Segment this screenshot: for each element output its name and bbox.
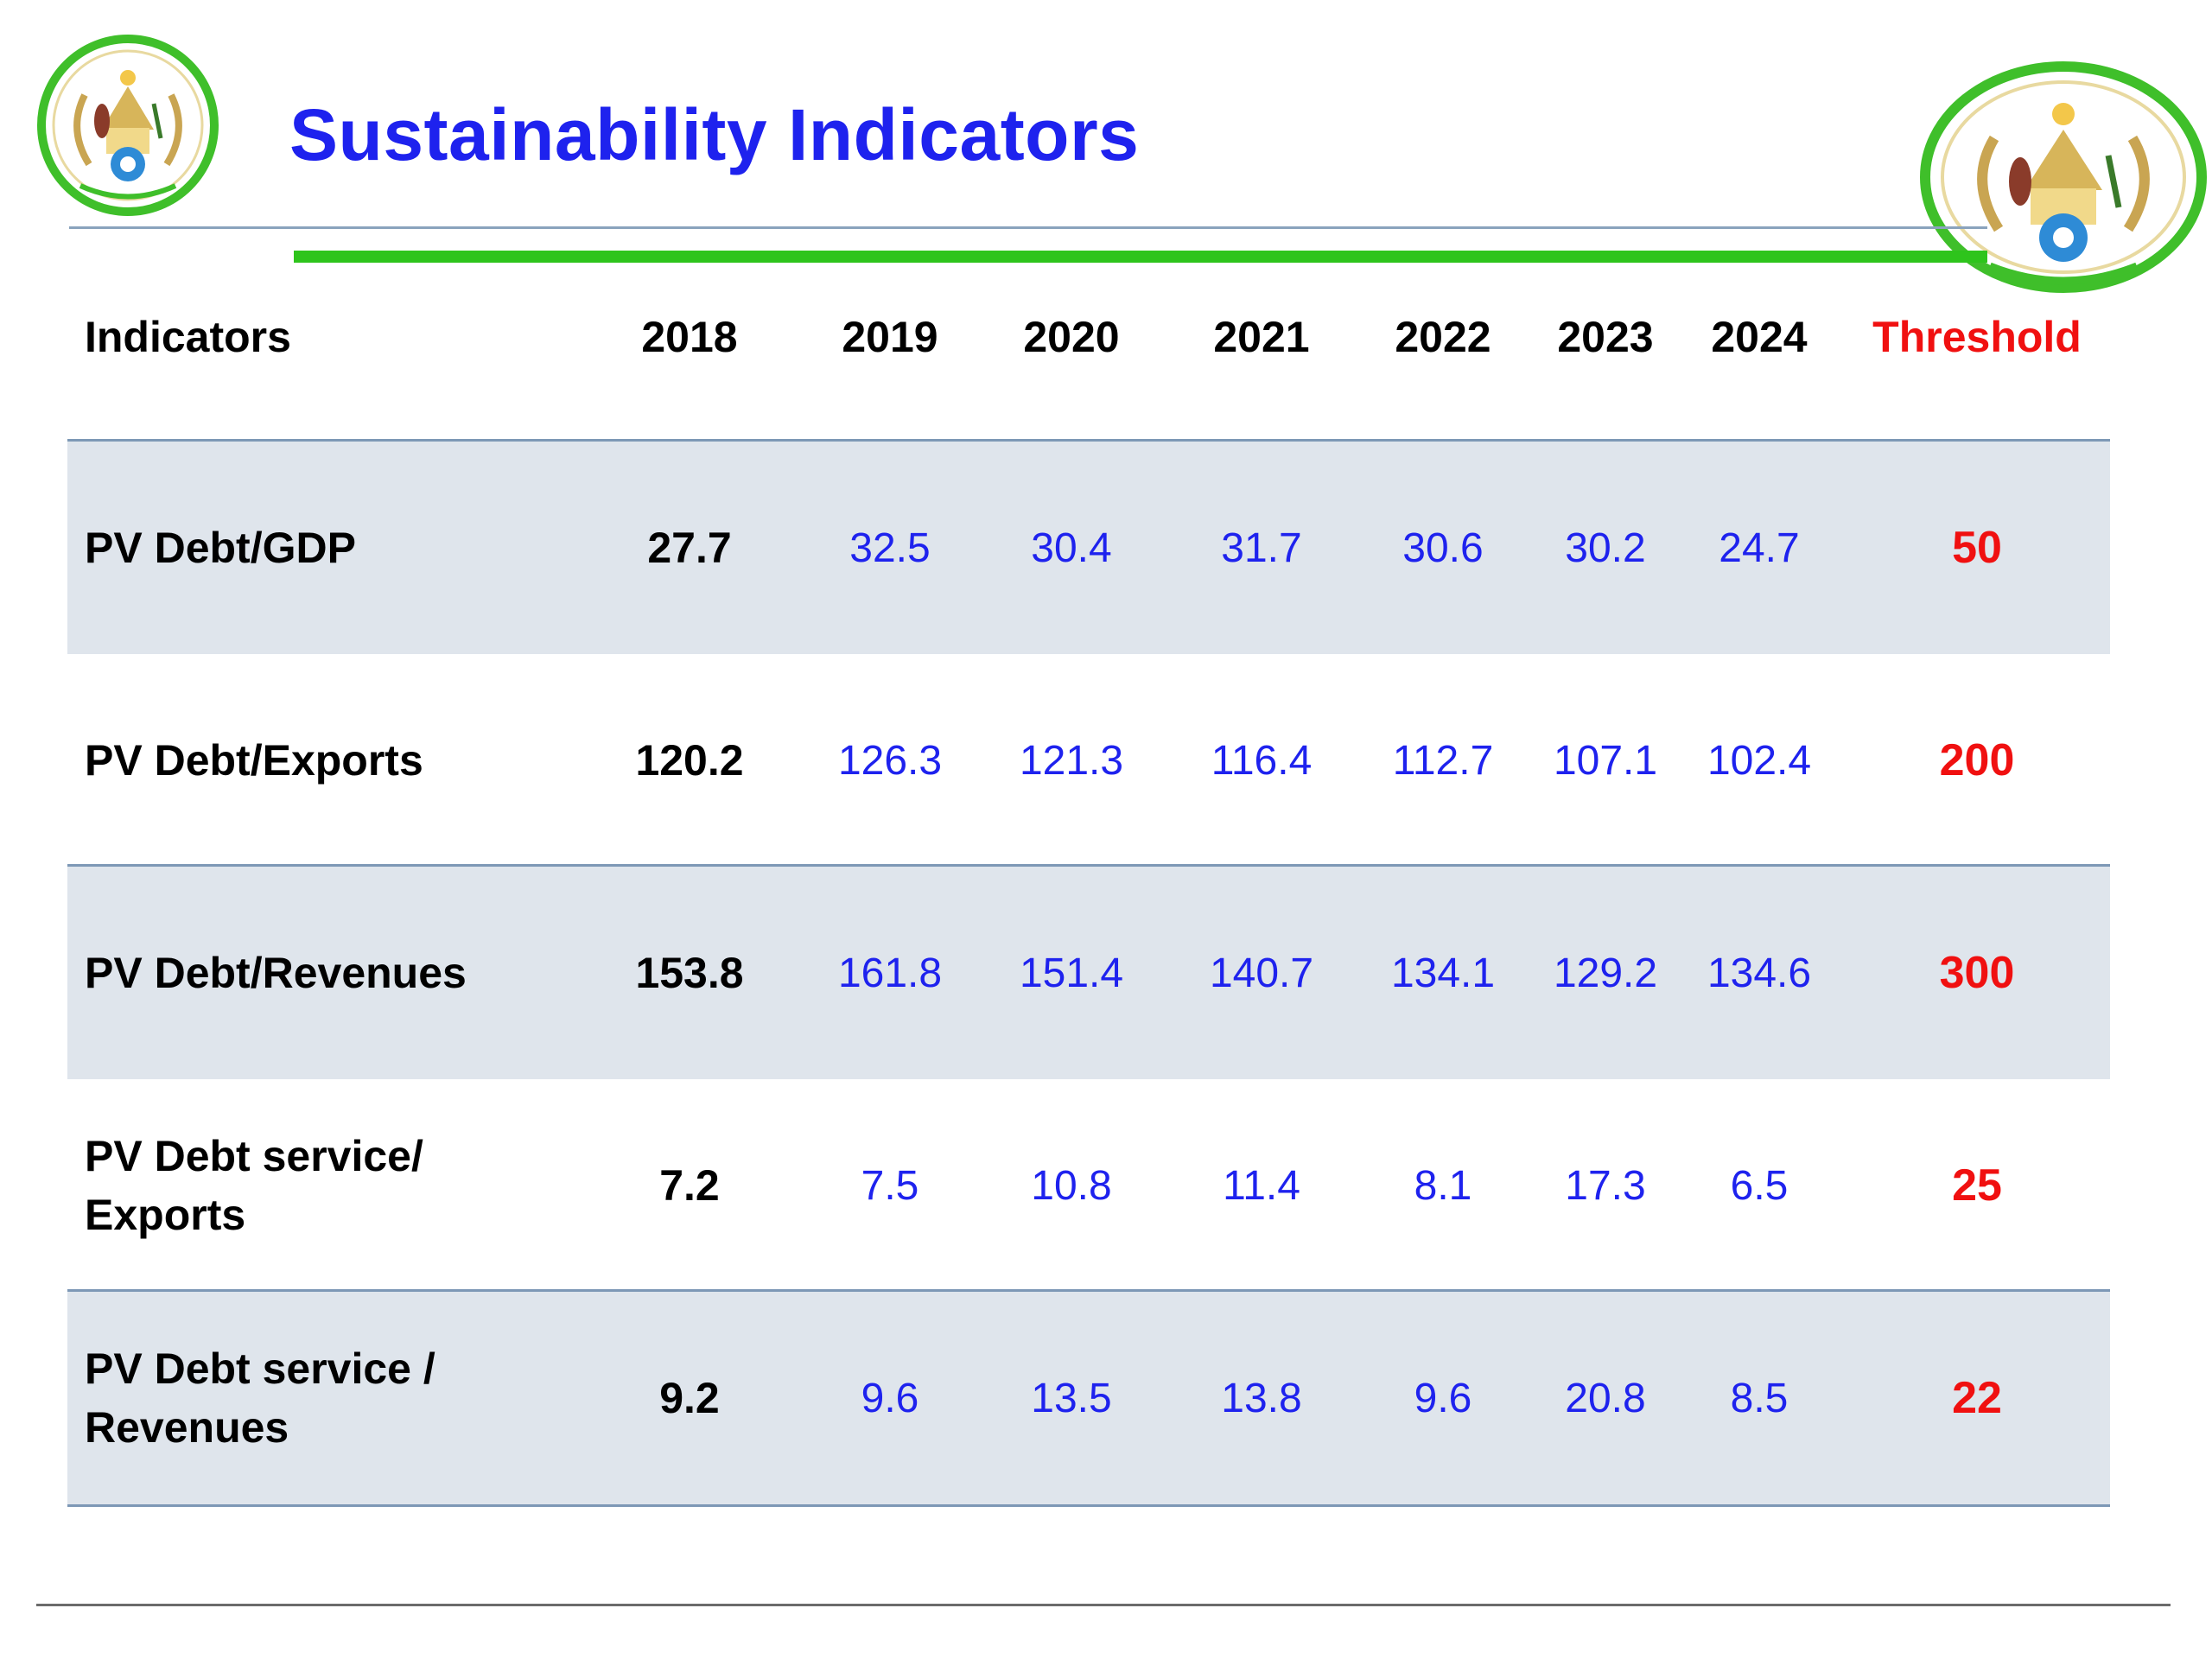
value-2020: 30.4 [1031, 524, 1112, 571]
value-2019: 9.6 [861, 1375, 919, 1421]
value-2024: 8.5 [1730, 1375, 1789, 1421]
value-2024: 24.7 [1719, 524, 1800, 571]
value-threshold: 25 [1952, 1160, 2002, 1211]
value-2022: 134.1 [1390, 950, 1496, 996]
value-2019: 32.5 [849, 524, 931, 571]
value-2018: 153.8 [635, 949, 744, 997]
value-2018: 120.2 [635, 736, 744, 785]
rwanda-coat-of-arms-icon [1920, 61, 2207, 293]
value-2021: 13.8 [1221, 1375, 1302, 1421]
value-threshold: 50 [1952, 523, 2002, 573]
table-row: PV Debt/GDP 27.7 32.5 30.4 31.7 30.6 30.… [67, 439, 2110, 654]
value-2022: 112.7 [1392, 737, 1494, 784]
table-row: PV Debt service / Revenues 9.2 9.6 13.5 … [67, 1289, 2110, 1507]
header-threshold: Threshold [1872, 313, 2082, 361]
table-row: PV Debt/Revenues 153.8 161.8 151.4 140.7… [67, 864, 2110, 1079]
header-2022: 2022 [1395, 313, 1491, 361]
header-2018: 2018 [641, 313, 738, 361]
value-2023: 17.3 [1565, 1162, 1646, 1209]
value-2023: 20.8 [1565, 1375, 1646, 1421]
value-2022: 9.6 [1414, 1375, 1472, 1421]
header-2021: 2021 [1213, 313, 1310, 361]
value-2020: 151.4 [1019, 950, 1124, 996]
value-2018: 27.7 [647, 524, 732, 572]
value-2019: 161.8 [837, 950, 943, 996]
value-2023: 107.1 [1553, 737, 1658, 784]
value-2018: 9.2 [659, 1374, 720, 1422]
title-divider [69, 226, 1987, 229]
row-label: PV Debt/Exports [85, 736, 423, 785]
value-2021: 140.7 [1209, 950, 1314, 996]
value-2019: 7.5 [861, 1162, 919, 1209]
table-row: PV Debt/Exports 120.2 126.3 121.3 116.4 … [67, 654, 2110, 867]
rwanda-coat-of-arms-icon [37, 35, 219, 216]
slide-title: Sustainability Indicators [289, 94, 1140, 175]
value-2020: 10.8 [1031, 1162, 1112, 1209]
value-2018: 7.2 [659, 1161, 720, 1210]
value-2020: 13.5 [1031, 1375, 1112, 1421]
value-2021: 116.4 [1211, 737, 1313, 784]
value-2022: 30.6 [1402, 524, 1484, 571]
value-2024: 6.5 [1730, 1162, 1789, 1209]
value-2024: 134.6 [1707, 950, 1812, 996]
value-2022: 8.1 [1414, 1162, 1472, 1209]
row-label: PV Debt service / Revenues [85, 1344, 435, 1452]
header-2024: 2024 [1711, 313, 1808, 361]
value-threshold: 200 [1939, 735, 2015, 785]
row-label: PV Debt/GDP [85, 524, 356, 572]
value-2021: 31.7 [1221, 524, 1302, 571]
value-2023: 129.2 [1553, 950, 1658, 996]
row-label: PV Debt/Revenues [85, 949, 467, 997]
header-indicators: Indicators [85, 313, 291, 361]
value-2019: 126.3 [837, 737, 943, 784]
accent-bar [294, 251, 1987, 263]
value-threshold: 300 [1939, 948, 2015, 998]
footer-divider [36, 1604, 2171, 1606]
row-label: PV Debt service/ Exports [85, 1132, 423, 1239]
value-2021: 11.4 [1223, 1162, 1300, 1209]
table-row: PV Debt service/ Exports 7.2 7.5 10.8 11… [67, 1079, 2110, 1292]
value-2023: 30.2 [1565, 524, 1646, 571]
value-threshold: 22 [1952, 1373, 2002, 1423]
header-2019: 2019 [842, 313, 938, 361]
header-2023: 2023 [1557, 313, 1654, 361]
value-2020: 121.3 [1019, 737, 1124, 784]
table-header: Indicators 2018 2019 2020 2021 2022 2023… [67, 294, 2107, 380]
header-2020: 2020 [1023, 313, 1120, 361]
value-2024: 102.4 [1707, 737, 1812, 784]
